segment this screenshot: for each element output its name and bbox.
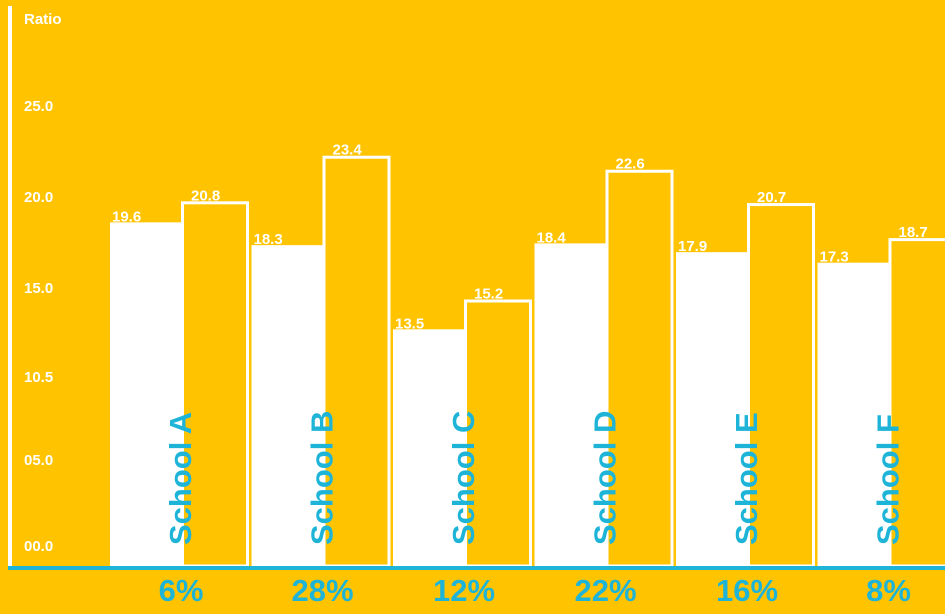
bar-value-label: 17.3 — [820, 249, 849, 266]
category-label: School D — [588, 411, 623, 545]
bar-value-label: 20.7 — [757, 189, 786, 206]
bar-value-label: 15.2 — [474, 285, 503, 302]
category-label: School C — [446, 411, 481, 545]
bar-filled — [676, 252, 747, 567]
bar-filled — [817, 262, 889, 566]
y-tick-label: 20.0 — [24, 189, 53, 206]
bar-value-label: 19.6 — [112, 208, 141, 225]
bar-filled — [534, 243, 606, 567]
category-label: School B — [305, 411, 340, 545]
category-label: School F — [871, 414, 906, 545]
bar-filled — [251, 245, 323, 566]
y-tick-label: 15.0 — [24, 280, 53, 297]
category-label: School E — [729, 412, 764, 545]
y-tick-label: 05.0 — [24, 452, 53, 469]
percentage-label: 16% — [716, 573, 778, 608]
bar-value-label: 18.7 — [899, 224, 928, 241]
bar-value-label: 18.3 — [254, 231, 283, 248]
y-tick-label: 25.0 — [24, 98, 53, 115]
bar-value-label: 18.4 — [537, 229, 567, 246]
percentage-label: 12% — [433, 573, 495, 608]
bar-value-label: 23.4 — [333, 142, 363, 159]
y-tick-label: 10.5 — [24, 369, 53, 386]
bar-value-label: 20.8 — [191, 187, 220, 204]
bar-filled — [393, 329, 464, 566]
category-label: School A — [163, 412, 198, 545]
bar-value-label: 22.6 — [616, 156, 645, 173]
y-axis-label: Ratio — [24, 11, 62, 28]
percentage-label: 28% — [291, 573, 353, 608]
percentage-label: 6% — [159, 573, 204, 608]
bar-value-label: 13.5 — [395, 315, 424, 332]
bar-value-label: 17.9 — [678, 238, 707, 255]
percentage-label: 22% — [574, 573, 636, 608]
y-tick-label: 00.0 — [24, 538, 53, 555]
percentage-label: 8% — [866, 573, 911, 608]
bar-filled — [110, 222, 181, 566]
